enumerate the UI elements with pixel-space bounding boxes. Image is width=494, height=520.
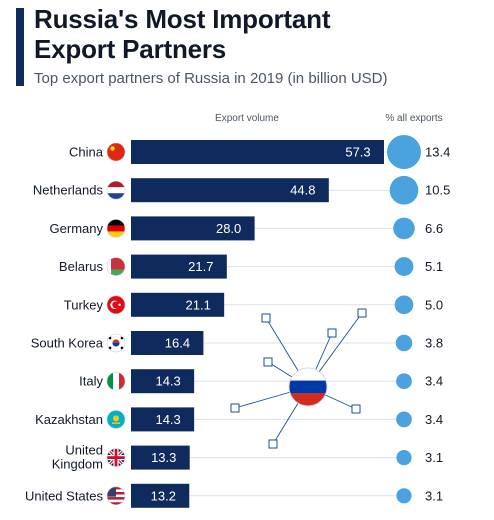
bar-united-states <box>131 483 190 508</box>
bar-value-label: 14.3 <box>155 374 180 389</box>
category-label-belarus: Belarus <box>59 259 104 274</box>
share-circle-netherlands <box>389 175 419 205</box>
chart-title: Russia's Most Important Export Partners <box>34 4 330 64</box>
bar-united-kingdom <box>131 445 190 470</box>
share-value-label: 3.1 <box>425 450 443 465</box>
bar-netherlands <box>131 178 329 203</box>
network-node-icon <box>351 404 361 414</box>
category-label-united-kingdom: United Kingdom <box>52 443 103 472</box>
share-value-label: 5.1 <box>425 259 443 274</box>
bar-china <box>131 140 384 164</box>
category-label-netherlands: Netherlands <box>33 183 104 198</box>
bar-value-label: 57.3 <box>345 145 370 160</box>
kazakhstan-flag-icon <box>106 410 126 429</box>
share-value-label: 13.4 <box>425 145 450 160</box>
share-circle-kazakhstan <box>396 411 412 428</box>
chart-subtitle: Top export partners of Russia in 2019 (i… <box>34 70 388 87</box>
south-korea-flag-icon <box>106 333 126 353</box>
category-label-united-states: United States <box>25 488 104 503</box>
bar-italy <box>131 369 195 394</box>
share-circle-germany <box>393 217 415 240</box>
share-value-label: 5.0 <box>425 297 443 312</box>
category-label-china: China <box>69 145 104 160</box>
network-node-icon <box>230 403 240 413</box>
network-node-icon <box>357 308 367 318</box>
bar-south-korea <box>131 331 204 355</box>
bar-value-label: 14.3 <box>155 412 180 427</box>
russia-flag-icon <box>289 368 327 406</box>
network-node-icon <box>268 439 278 449</box>
germany-flag-icon <box>106 219 126 238</box>
share-value-label: 3.4 <box>425 412 443 427</box>
bar-kazakhstan <box>131 407 195 432</box>
united-states-flag-icon <box>106 486 126 506</box>
russia-flag-network-icon <box>230 308 367 449</box>
united-kingdom-flag-icon <box>106 448 126 467</box>
category-label-south-korea: South Korea <box>31 336 104 351</box>
network-node-icon <box>263 357 273 367</box>
bar-value-label: 21.7 <box>188 259 213 274</box>
share-circle-belarus <box>394 257 414 277</box>
share-value-label: 3.8 <box>425 336 443 351</box>
turkey-flag-icon <box>106 295 126 315</box>
share-circle-china <box>387 135 421 169</box>
share-circle-turkey <box>394 295 414 315</box>
chart-title-line-2: Export Partners <box>34 34 227 64</box>
share-value-label: 6.6 <box>425 221 443 236</box>
bar-value-label: 21.1 <box>186 297 211 312</box>
share-value-label: 3.4 <box>425 374 443 389</box>
share-circle-italy <box>396 373 412 390</box>
bar-value-label: 13.3 <box>151 450 176 465</box>
share-circle-united-kingdom <box>396 450 412 466</box>
network-node-icon <box>261 313 271 323</box>
title-accent-bar <box>16 8 24 86</box>
share-circle-south-korea <box>395 334 413 352</box>
share-value-label: 3.1 <box>425 488 443 503</box>
category-label-germany: Germany <box>50 221 104 236</box>
bar-value-label: 13.2 <box>151 488 176 503</box>
category-label-turkey: Turkey <box>64 297 104 312</box>
column-header-share: % all exports <box>385 113 442 124</box>
network-node-icon <box>327 328 337 338</box>
bar-value-label: 16.4 <box>165 336 190 351</box>
bar-value-label: 28.0 <box>216 221 241 236</box>
netherlands-flag-icon <box>106 180 126 200</box>
belarus-flag-icon <box>106 257 126 276</box>
share-value-label: 10.5 <box>425 183 450 198</box>
china-flag-icon <box>106 142 126 162</box>
category-label-italy: Italy <box>79 374 103 389</box>
bar-value-label: 44.8 <box>290 183 315 198</box>
bar-turkey <box>131 292 225 317</box>
bar-germany <box>131 216 255 241</box>
column-header-volume: Export volume <box>215 113 279 124</box>
bar-belarus <box>131 254 227 279</box>
share-circle-united-states <box>396 488 412 504</box>
italy-flag-icon <box>106 371 126 391</box>
category-label-kazakhstan: Kazakhstan <box>35 412 103 427</box>
chart-title-line-1: Russia's Most Important <box>34 4 331 34</box>
